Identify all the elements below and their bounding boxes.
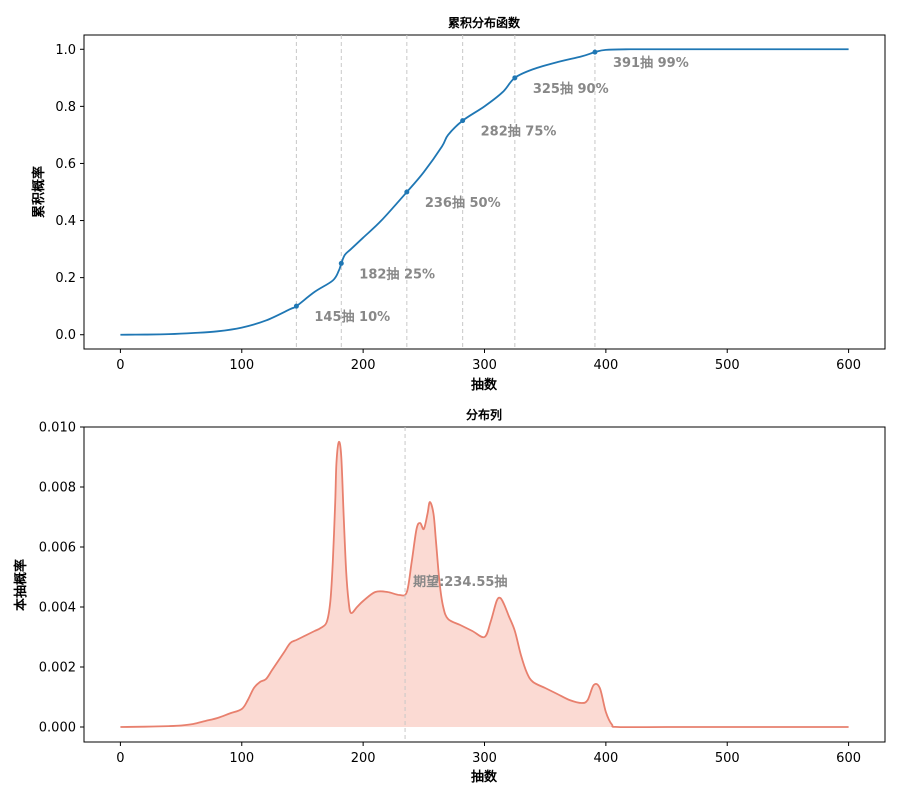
cdf-marker-point: [460, 118, 466, 124]
cdf-ytick-label: 0.8: [55, 100, 76, 115]
pmf-ytick-label: 0.008: [39, 481, 76, 496]
cdf-title: 累积分布函数: [448, 15, 521, 30]
pmf-ytick-label: 0.010: [39, 421, 76, 436]
cdf-xtick-label: 600: [836, 358, 861, 373]
cdf-marker-label: 391抽 99%: [613, 55, 689, 71]
cdf-xtick-label: 100: [229, 358, 254, 373]
cdf-marker-label: 325抽 90%: [533, 81, 609, 97]
cdf-y-ticks: 0.0 0.2 0.4 0.6 0.8 1.0: [55, 43, 84, 343]
pmf-chart: 分布列 期望:234.55抽 0 100 200 300 400 500 600 0.000…: [13, 407, 886, 785]
pmf-xtick-label: 500: [715, 751, 740, 766]
cdf-marker-label: 282抽 75%: [481, 124, 557, 140]
pmf-xtick-label: 200: [351, 751, 376, 766]
cdf-xlabel: 抽数: [471, 377, 498, 393]
pmf-ytick-label: 0.004: [39, 601, 76, 616]
cdf-marker-label: 236抽 50%: [425, 195, 501, 211]
pmf-ytick-label: 0.002: [39, 661, 76, 676]
cdf-xtick-label: 0: [116, 358, 124, 373]
pmf-ytick-label: 0.006: [39, 541, 76, 556]
cdf-marker-point: [512, 75, 518, 81]
cdf-marker-label: 145抽 10%: [314, 309, 390, 325]
pmf-ytick-label: 0.000: [39, 721, 76, 736]
cdf-ytick-label: 0.4: [55, 214, 76, 229]
cdf-x-ticks: 0 100 200 300 400 500 600: [116, 349, 861, 373]
cdf-markers: 145抽 10% 182抽 25% 236抽 50% 282抽 75% 325抽 90%…: [293, 49, 689, 325]
cdf-marker-point: [338, 260, 344, 266]
cdf-ytick-label: 1.0: [55, 43, 76, 58]
cdf-ytick-label: 0.6: [55, 157, 76, 172]
cdf-marker-point: [592, 49, 598, 55]
cdf-xtick-label: 200: [351, 358, 376, 373]
pmf-series-line: [120, 440, 849, 729]
cdf-xtick-label: 500: [715, 358, 740, 373]
pmf-xtick-label: 300: [472, 751, 497, 766]
pmf-ylabel: 本抽概率: [13, 559, 29, 611]
cdf-ytick-label: 0.0: [55, 328, 76, 343]
pmf-xlabel: 抽数: [471, 769, 498, 785]
cdf-marker-label: 182抽 25%: [359, 266, 435, 282]
cdf-plot-area: [83, 34, 886, 350]
pmf-xtick-label: 400: [593, 751, 618, 766]
pmf-x-ticks: 0 100 200 300 400 500 600: [116, 742, 861, 766]
pmf-expectation-label: 期望:234.55抽: [413, 574, 507, 590]
pmf-xtick-label: 100: [229, 751, 254, 766]
pmf-title: 分布列: [466, 407, 502, 422]
pmf-xtick-label: 600: [836, 751, 861, 766]
pmf-xtick-label: 0: [116, 751, 124, 766]
cdf-chart: 累积分布函数 145抽 10% 182抽 25% 236抽 50% 282抽 75% 3…: [31, 15, 886, 393]
cdf-marker-point: [404, 189, 410, 195]
cdf-ytick-label: 0.2: [55, 271, 76, 286]
cdf-marker-point: [293, 303, 299, 309]
cdf-ylabel: 累积概率: [31, 166, 47, 218]
cdf-xtick-label: 300: [472, 358, 497, 373]
cdf-xtick-label: 400: [593, 358, 618, 373]
pmf-y-ticks: 0.000 0.002 0.004 0.006 0.008 0.010: [39, 421, 84, 736]
pmf-series-area: [120, 441, 849, 728]
